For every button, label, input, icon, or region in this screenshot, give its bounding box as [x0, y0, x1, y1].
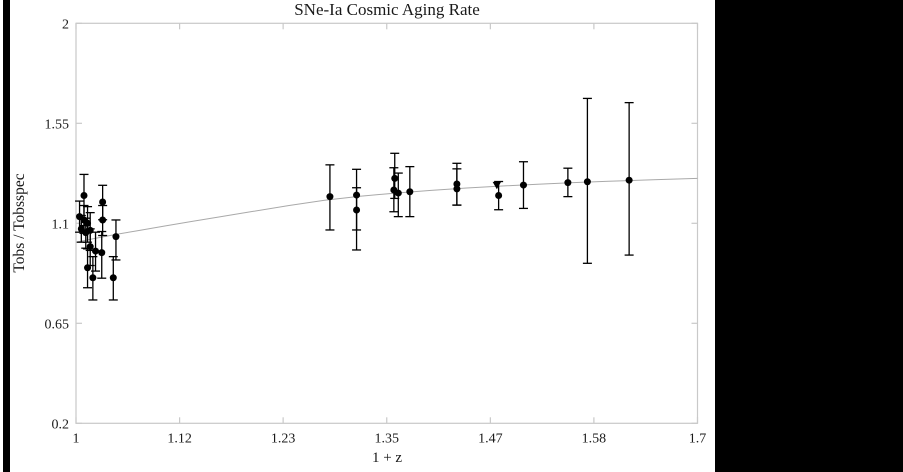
right-black-panel — [715, 0, 903, 472]
data-point — [98, 249, 106, 257]
data-point — [80, 192, 88, 200]
y-tick-label: 2 — [62, 17, 69, 32]
chart-title: SNe-Ia Cosmic Aging Rate — [294, 0, 480, 19]
data-point — [112, 233, 120, 241]
data-point — [583, 178, 591, 186]
data-point — [326, 193, 334, 201]
plot-area: SNe-Ia Cosmic Aging Rate 1 1.12 1.23 1.35 1.… — [11, 0, 707, 466]
data-point — [495, 192, 503, 200]
x-tick-label: 1.12 — [167, 431, 192, 446]
y-axis-label: Tobs / Tobsspec — [11, 173, 28, 273]
data-point — [89, 274, 97, 282]
data-point — [564, 179, 572, 187]
x-tick-label: 1.47 — [478, 431, 503, 446]
data-point — [353, 206, 361, 214]
x-tick-label: 1.35 — [375, 431, 400, 446]
data-point — [391, 174, 399, 182]
x-axis-label: 1 + z — [371, 450, 403, 466]
y-tick-label: 0.2 — [52, 417, 70, 432]
data-point — [92, 247, 100, 255]
data-point — [86, 243, 94, 251]
x-tick-label: 1.23 — [271, 431, 296, 446]
left-black-strip — [3, 0, 10, 472]
data-point — [453, 185, 461, 193]
data-point — [99, 198, 107, 206]
x-tick-label: 1.58 — [582, 431, 607, 446]
x-tick-label: 1.7 — [689, 431, 707, 446]
y-tick-label: 1.1 — [52, 217, 70, 232]
data-point — [84, 219, 92, 227]
x-tick-label: 1 — [73, 431, 80, 446]
data-point — [84, 264, 92, 272]
data-point — [406, 188, 414, 196]
plot-canvas: 1 1.12 1.23 1.35 1.47 1.58 1.7 0.2 0.65 1.1 1.55 2 — [45, 17, 707, 446]
aging-rate-model-curve — [75, 177, 698, 243]
y-tick-label: 0.65 — [45, 317, 70, 332]
y-tick-label: 1.55 — [45, 117, 70, 132]
data-point — [109, 274, 117, 282]
data-point — [99, 216, 107, 224]
data-point — [625, 176, 633, 184]
data-point — [86, 226, 94, 234]
data-point-triangle — [492, 181, 502, 190]
data-point — [519, 181, 527, 189]
data-point — [453, 180, 461, 188]
data-point — [353, 191, 361, 199]
data-point — [394, 189, 402, 197]
plot-frame — [75, 22, 699, 424]
